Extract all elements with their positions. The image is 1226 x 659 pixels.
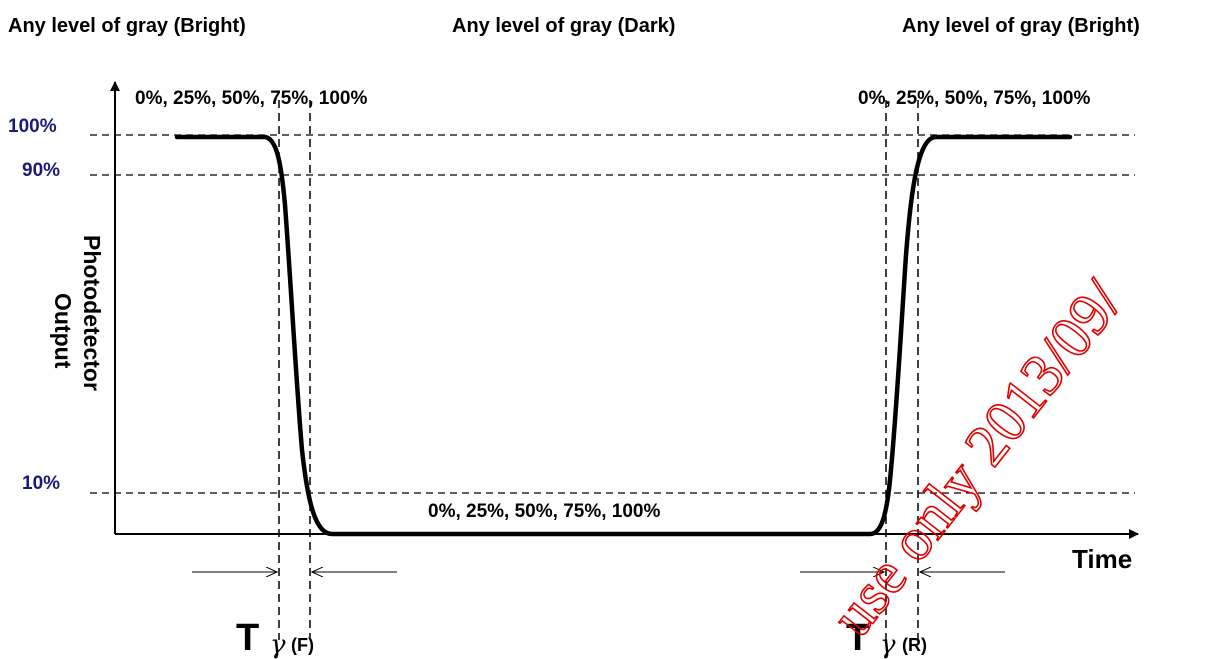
x-axis-label: Time xyxy=(1072,544,1132,574)
y-axis-label-line1: Photodetector xyxy=(79,235,105,391)
tick-label-90: 90% xyxy=(22,160,60,181)
header-right: Any level of gray (Bright) xyxy=(902,15,1140,37)
header-center: Any level of gray (Dark) xyxy=(452,15,675,37)
response-curve xyxy=(174,134,1073,537)
fall-time-symbol: T xyxy=(236,617,259,659)
rise-time-greek: γ xyxy=(880,630,896,659)
y-axis-label-line2: Output xyxy=(50,293,76,369)
watermark: use only 2013/09/ xyxy=(818,268,1135,648)
rise-time-symbol: T xyxy=(846,617,869,659)
tick-label-10: 10% xyxy=(22,473,60,494)
levels-bottom-center: 0%, 25%, 50%, 75%, 100% xyxy=(428,501,660,522)
tick-label-100: 100% xyxy=(8,116,57,137)
levels-top-right: 0%, 25%, 50%, 75%, 100% xyxy=(858,88,1090,109)
header-left: Any level of gray (Bright) xyxy=(8,15,246,37)
rise-time-suffix: (R) xyxy=(902,635,927,655)
levels-top-left: 0%, 25%, 50%, 75%, 100% xyxy=(135,88,367,109)
fall-time-greek: γ xyxy=(270,630,286,659)
fall-time-suffix: (F) xyxy=(291,635,314,655)
